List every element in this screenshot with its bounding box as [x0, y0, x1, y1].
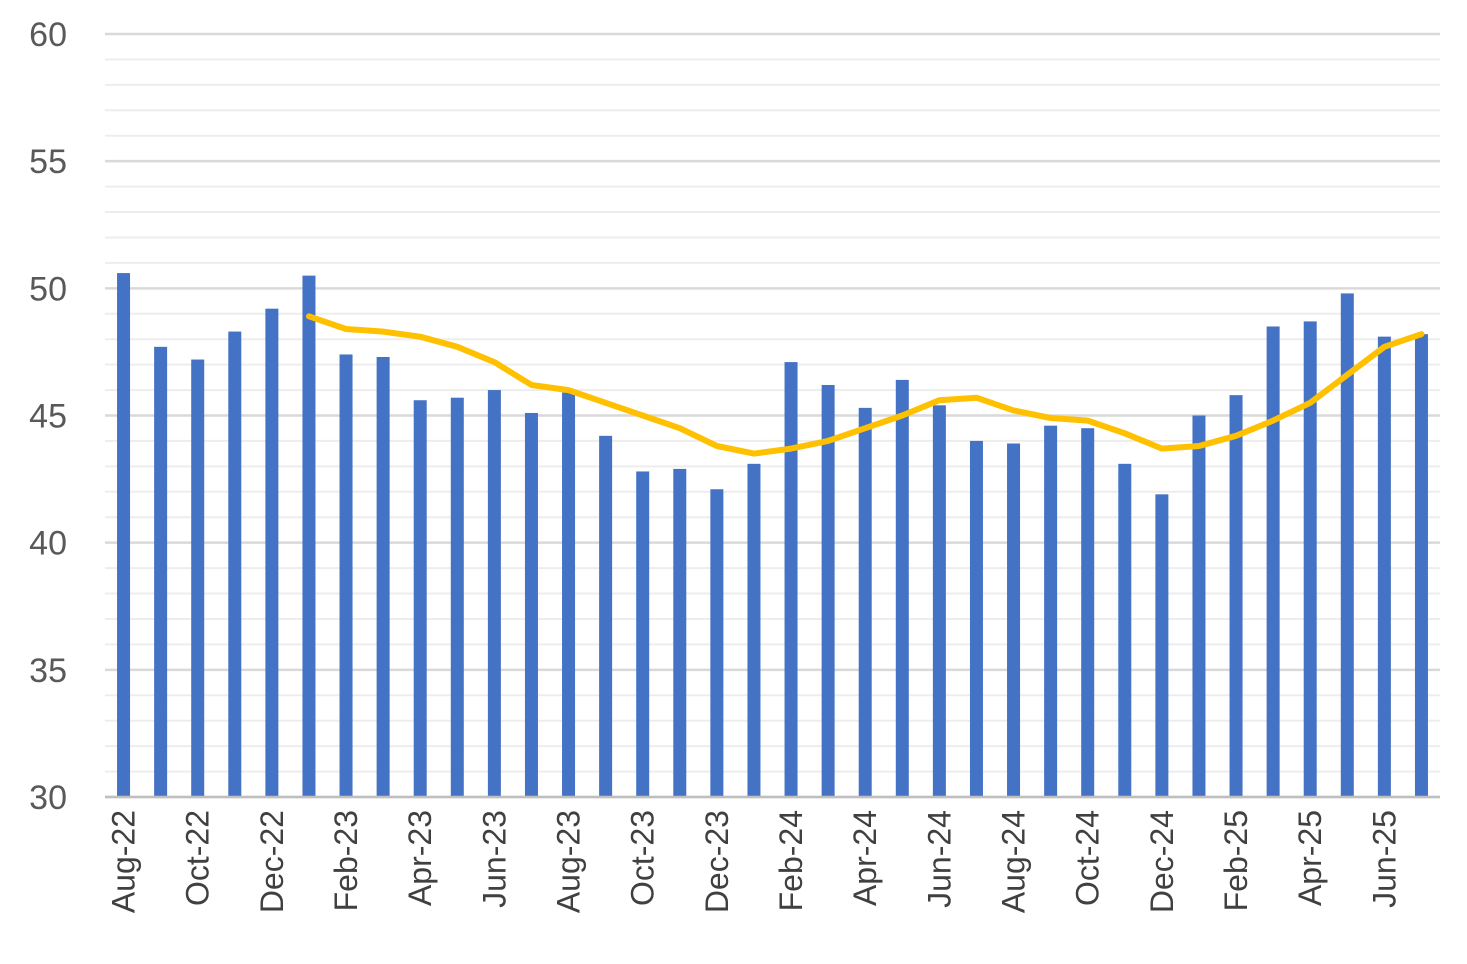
bar [895, 379, 909, 797]
y-tick-label: 45 [29, 398, 67, 436]
bar [376, 357, 390, 797]
bar [932, 405, 946, 797]
bar [1303, 321, 1317, 797]
y-tick-label: 40 [29, 525, 67, 563]
x-tick-label: Oct-22 [180, 810, 216, 906]
x-tick-label: Feb-24 [773, 810, 809, 911]
bar [1266, 326, 1280, 797]
bar [673, 468, 687, 797]
x-tick-label: Oct-23 [625, 810, 661, 906]
bar [1155, 494, 1169, 797]
bar [154, 346, 168, 797]
bar [302, 275, 316, 797]
line-path [306, 313, 1425, 457]
bar [117, 273, 131, 797]
x-tick-label: Dec-24 [1144, 810, 1180, 913]
x-tick-label: Jun-24 [921, 810, 957, 908]
bar [413, 400, 427, 797]
x-tick-label: Aug-22 [106, 810, 142, 913]
x-tick-label: Aug-24 [996, 810, 1032, 913]
x-tick-label: Jun-23 [476, 810, 512, 908]
bar [710, 489, 724, 797]
bar [1044, 425, 1058, 797]
bar [524, 412, 538, 797]
x-tick-label: Apr-23 [402, 810, 438, 906]
y-tick-label: 30 [29, 779, 67, 817]
x-tick-label: Apr-25 [1292, 810, 1328, 906]
bar [636, 471, 650, 797]
x-tick-label: Apr-24 [847, 810, 883, 906]
x-tick-label: Oct-24 [1070, 810, 1106, 906]
x-tick-label: Dec-23 [699, 810, 735, 913]
y-tick-label: 60 [29, 16, 67, 54]
bar-series [117, 273, 1428, 797]
x-tick-label: Aug-23 [551, 810, 587, 913]
bar [487, 390, 501, 797]
y-tick-label: 35 [29, 652, 67, 690]
bar [784, 362, 798, 797]
bar [265, 308, 279, 797]
x-tick-label: Feb-23 [328, 810, 364, 911]
bar [562, 392, 576, 797]
bar [339, 354, 353, 797]
bar [747, 463, 761, 797]
bar [599, 435, 613, 797]
x-tick-label: Feb-25 [1218, 810, 1254, 911]
bar [969, 440, 983, 797]
bar [1007, 443, 1021, 797]
y-tick-label: 50 [29, 270, 67, 308]
bar [821, 384, 835, 797]
bar [1081, 428, 1095, 797]
bar [1118, 463, 1132, 797]
bar [1414, 334, 1428, 797]
bar [450, 397, 464, 797]
bar [858, 407, 872, 797]
line-series [306, 313, 1425, 457]
x-axis: Aug-22 Oct-22 Dec-22 Feb-23 Apr-23 Jun-23 Aug-… [105, 795, 1440, 913]
x-tick-label: Dec-22 [254, 810, 290, 913]
bar [1229, 395, 1243, 797]
bar [1377, 336, 1391, 797]
bar [228, 331, 242, 797]
y-axis: 30 35 40 45 50 55 60 [29, 16, 67, 817]
bar [1340, 293, 1354, 797]
x-tick-label: Jun-25 [1366, 810, 1402, 908]
bar [191, 359, 205, 797]
bar [1192, 415, 1206, 797]
y-tick-label: 55 [29, 143, 67, 181]
